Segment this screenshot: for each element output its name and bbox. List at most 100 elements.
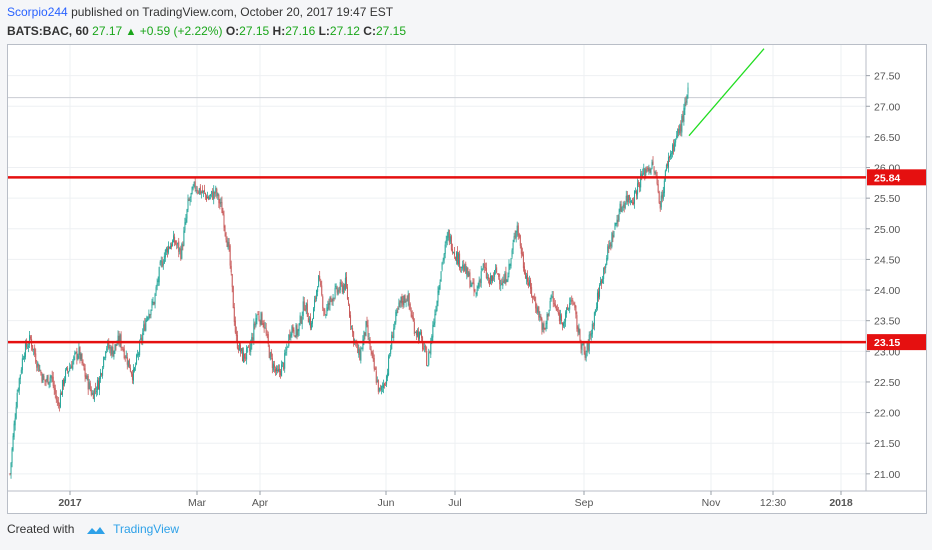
candle-body [452, 252, 454, 253]
candle-body [589, 333, 591, 335]
price-chart[interactable]: 27.5027.0026.5026.0025.5025.0024.5024.00… [8, 45, 926, 513]
candle-body [339, 282, 341, 291]
candle-body [83, 363, 85, 370]
publish-info: published on TradingView.com, October 20… [71, 5, 394, 19]
candle-body [117, 335, 119, 344]
candle-body [138, 353, 140, 356]
candle-body [595, 307, 597, 310]
candle-body [410, 311, 412, 317]
candle-body [436, 301, 438, 312]
candle-body [23, 356, 25, 359]
candle-body [299, 315, 301, 325]
level-price-label: 25.84 [874, 172, 900, 184]
candle-body [664, 170, 666, 180]
candle-body [22, 358, 24, 360]
candle-body [622, 204, 624, 207]
candle-body [224, 225, 226, 232]
candle-body [492, 275, 494, 282]
candle-body [102, 368, 104, 376]
candle-body [489, 275, 491, 284]
candle-body [136, 354, 138, 365]
candle-body [616, 219, 618, 224]
candle-body [566, 307, 568, 314]
last-price: 27.17 [92, 24, 123, 38]
tradingview-brand-link[interactable]: TradingView [113, 522, 180, 536]
candle-body [501, 282, 503, 285]
candle-body [685, 101, 687, 103]
candle-body [466, 267, 468, 276]
candle-body [301, 316, 303, 324]
tradingview-cloud-icon[interactable] [86, 524, 106, 536]
candle-body [365, 321, 367, 337]
candle-body [272, 363, 274, 370]
candle-body [80, 354, 82, 360]
candle-body [210, 194, 212, 196]
candle-body [48, 381, 50, 385]
candle-body [327, 302, 329, 309]
candle-body [226, 240, 228, 247]
candle-body [319, 276, 321, 280]
candle-body [245, 357, 247, 359]
y-tick-label: 23.50 [874, 316, 900, 328]
publish-line: Scorpio244 published on TradingView.com,… [7, 5, 393, 19]
candle-body [412, 316, 414, 322]
candle-body [21, 358, 23, 371]
candle-body [71, 365, 73, 369]
author-link[interactable]: Scorpio244 [7, 5, 68, 19]
candle-body [639, 184, 641, 188]
candle-body [557, 312, 559, 315]
candle-body [78, 347, 80, 355]
x-tick-label: Sep [575, 497, 594, 509]
candle-body [143, 324, 145, 332]
candle-body [302, 301, 304, 316]
candle-body [625, 195, 627, 202]
chart-panel[interactable]: 27.50 27.00 26.50 26.00 25.50 25.00 24.50 24.00… [7, 44, 927, 514]
candle-body [534, 296, 536, 302]
candle-body [556, 308, 558, 311]
candle-body [404, 295, 406, 303]
candle-body [330, 297, 332, 299]
candle-body [204, 193, 206, 196]
candle-body [256, 315, 258, 320]
candle-body [435, 310, 437, 313]
created-with-text: Created with [7, 522, 75, 536]
candle-body [366, 321, 368, 326]
candle-body [300, 316, 302, 324]
candle-body [442, 260, 444, 262]
candle-body [308, 318, 310, 324]
candle-body [96, 380, 98, 391]
candle-body [179, 248, 181, 251]
candle-body [18, 378, 20, 391]
candle-body [608, 245, 610, 249]
candle-body [187, 199, 189, 210]
candle-body [273, 364, 275, 368]
candle-body [546, 313, 548, 325]
candle-body [89, 383, 91, 390]
candle-body [46, 376, 48, 381]
candle-body [219, 202, 221, 205]
candle-body [585, 353, 587, 359]
candle-body [19, 374, 21, 380]
candle-body [614, 222, 616, 230]
candle-body [670, 153, 672, 157]
candle-body [190, 193, 192, 198]
candle-body [528, 282, 530, 286]
candle-body [286, 347, 288, 351]
candle-body [323, 309, 325, 312]
candle-body [50, 375, 52, 378]
candle-body [311, 318, 313, 324]
candle-body [109, 347, 111, 349]
candle-body [544, 327, 546, 329]
candle-body [197, 192, 199, 194]
candle-body [298, 323, 300, 332]
candle-body [61, 379, 63, 395]
candle-body [536, 307, 538, 313]
candle-body [642, 173, 644, 177]
candle-body [37, 362, 39, 367]
candle-body [202, 190, 204, 193]
footer: Created with TradingView [7, 522, 179, 542]
candle-body [443, 253, 445, 261]
candle-body [687, 87, 689, 94]
candle-body [335, 285, 337, 288]
candle-body [249, 347, 251, 352]
